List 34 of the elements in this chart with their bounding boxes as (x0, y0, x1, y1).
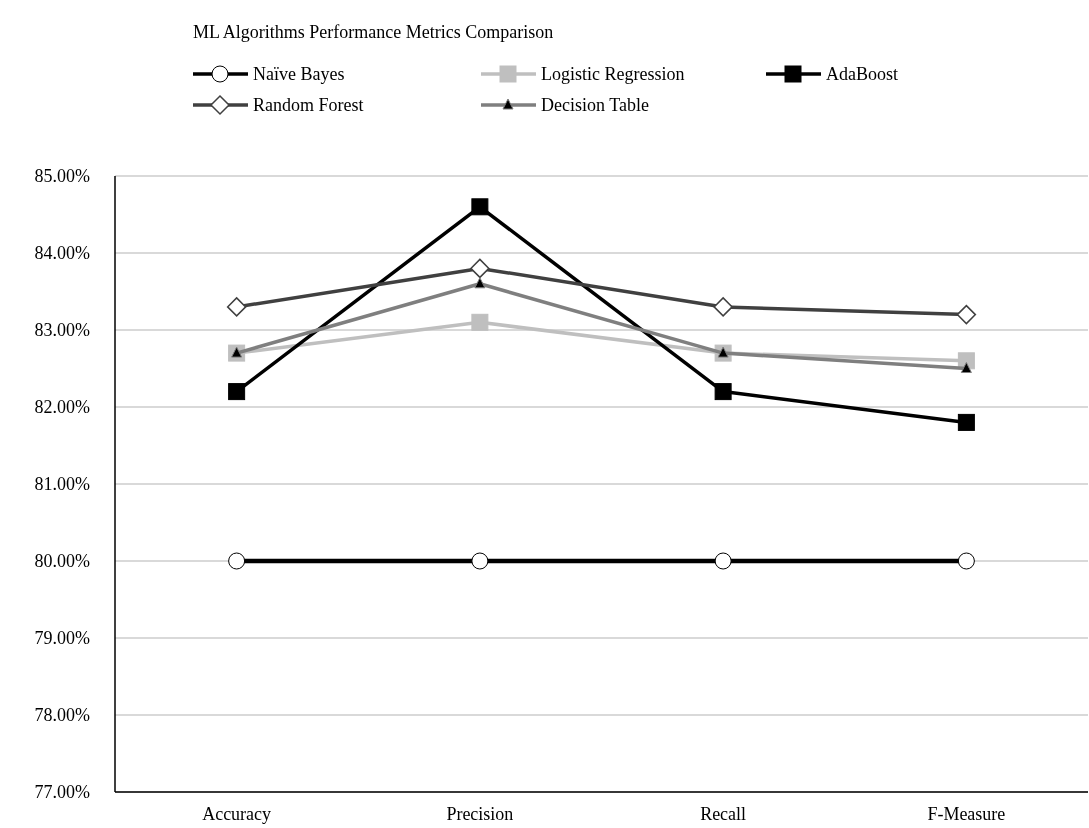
y-tick-label: 78.00% (34, 705, 90, 725)
point (960, 362, 972, 373)
y-tick-label: 80.00% (34, 551, 90, 571)
point (471, 313, 489, 331)
point (956, 304, 977, 325)
point (713, 297, 733, 317)
point (957, 552, 975, 570)
x-tick-label: Precision (446, 804, 514, 824)
legend-label: Decision Table (541, 95, 649, 115)
y-tick-label: 84.00% (34, 243, 90, 263)
y-tick-label: 79.00% (34, 628, 90, 648)
point (228, 383, 246, 401)
point (470, 258, 490, 279)
point (714, 383, 732, 401)
point (957, 413, 975, 431)
chart-title: ML Algorithms Performance Metrics Comparison (193, 22, 554, 42)
y-tick-label: 83.00% (34, 320, 90, 340)
point (226, 297, 247, 317)
y-tick-label: 82.00% (34, 397, 90, 417)
legend-label: Naïve Bayes (253, 64, 345, 84)
legend-label: Logistic Regression (541, 64, 685, 84)
legend-label: Random Forest (253, 95, 364, 115)
x-tick-label: Accuracy (202, 804, 272, 824)
point (228, 552, 246, 570)
point (714, 552, 732, 570)
point (471, 552, 489, 570)
y-tick-label: 85.00% (34, 166, 90, 186)
y-tick-label: 77.00% (34, 782, 90, 802)
point (474, 277, 486, 289)
legend-label: AdaBoost (826, 64, 898, 84)
y-tick-label: 81.00% (34, 474, 90, 494)
x-tick-label: Recall (700, 804, 747, 824)
point (471, 198, 489, 216)
x-tick-label: F-Measure (927, 804, 1006, 824)
